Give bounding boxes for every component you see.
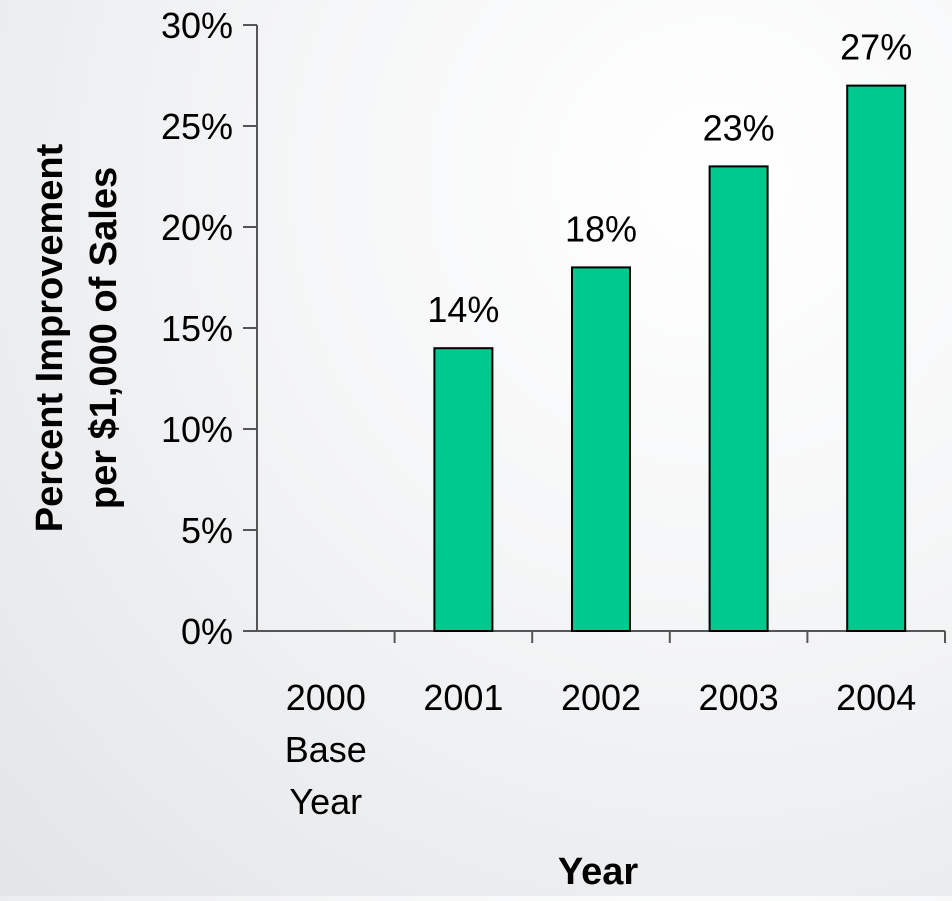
y-tick-label: 0% [181, 611, 233, 652]
bars: 14% 18% 23% 27% [427, 27, 912, 633]
x-tick-label: Base [285, 729, 367, 770]
bar [433, 347, 494, 632]
x-tick-label: 2003 [699, 677, 779, 718]
x-tick-label: 2001 [423, 677, 503, 718]
bar [571, 266, 631, 632]
y-tick-label: 20% [161, 207, 233, 248]
y-axis-title-line-2: per $1,000 of Sales [83, 167, 125, 509]
bar [846, 84, 907, 633]
bar-value-label: 18% [565, 208, 637, 249]
y-tick-label: 10% [161, 409, 233, 450]
x-axis-ticks: 2000 Base Year 2001 2002 2003 2004 [285, 631, 946, 822]
x-tick-label: 2004 [836, 677, 916, 718]
y-tick-label: 25% [161, 106, 233, 147]
bar-value-label: 27% [840, 27, 912, 68]
y-axis-title: Percent Improvement per $1,000 of Sales [29, 143, 125, 532]
y-tick-label: 15% [161, 308, 233, 349]
y-axis-ticks: 0% 5% 10% 15% 20% 25% 30% [161, 5, 257, 652]
bar [708, 165, 769, 632]
x-tick-label: 2000 [286, 677, 366, 718]
y-axis-title-line-1: Percent Improvement [29, 143, 71, 532]
x-axis-title: Year [558, 851, 639, 893]
x-tick-label: Year [289, 781, 362, 822]
bar-value-label: 14% [427, 289, 499, 330]
y-tick-label: 30% [161, 5, 233, 46]
bar-value-label: 23% [703, 107, 775, 148]
x-tick-label: 2002 [561, 677, 641, 718]
y-tick-label: 5% [181, 510, 233, 551]
